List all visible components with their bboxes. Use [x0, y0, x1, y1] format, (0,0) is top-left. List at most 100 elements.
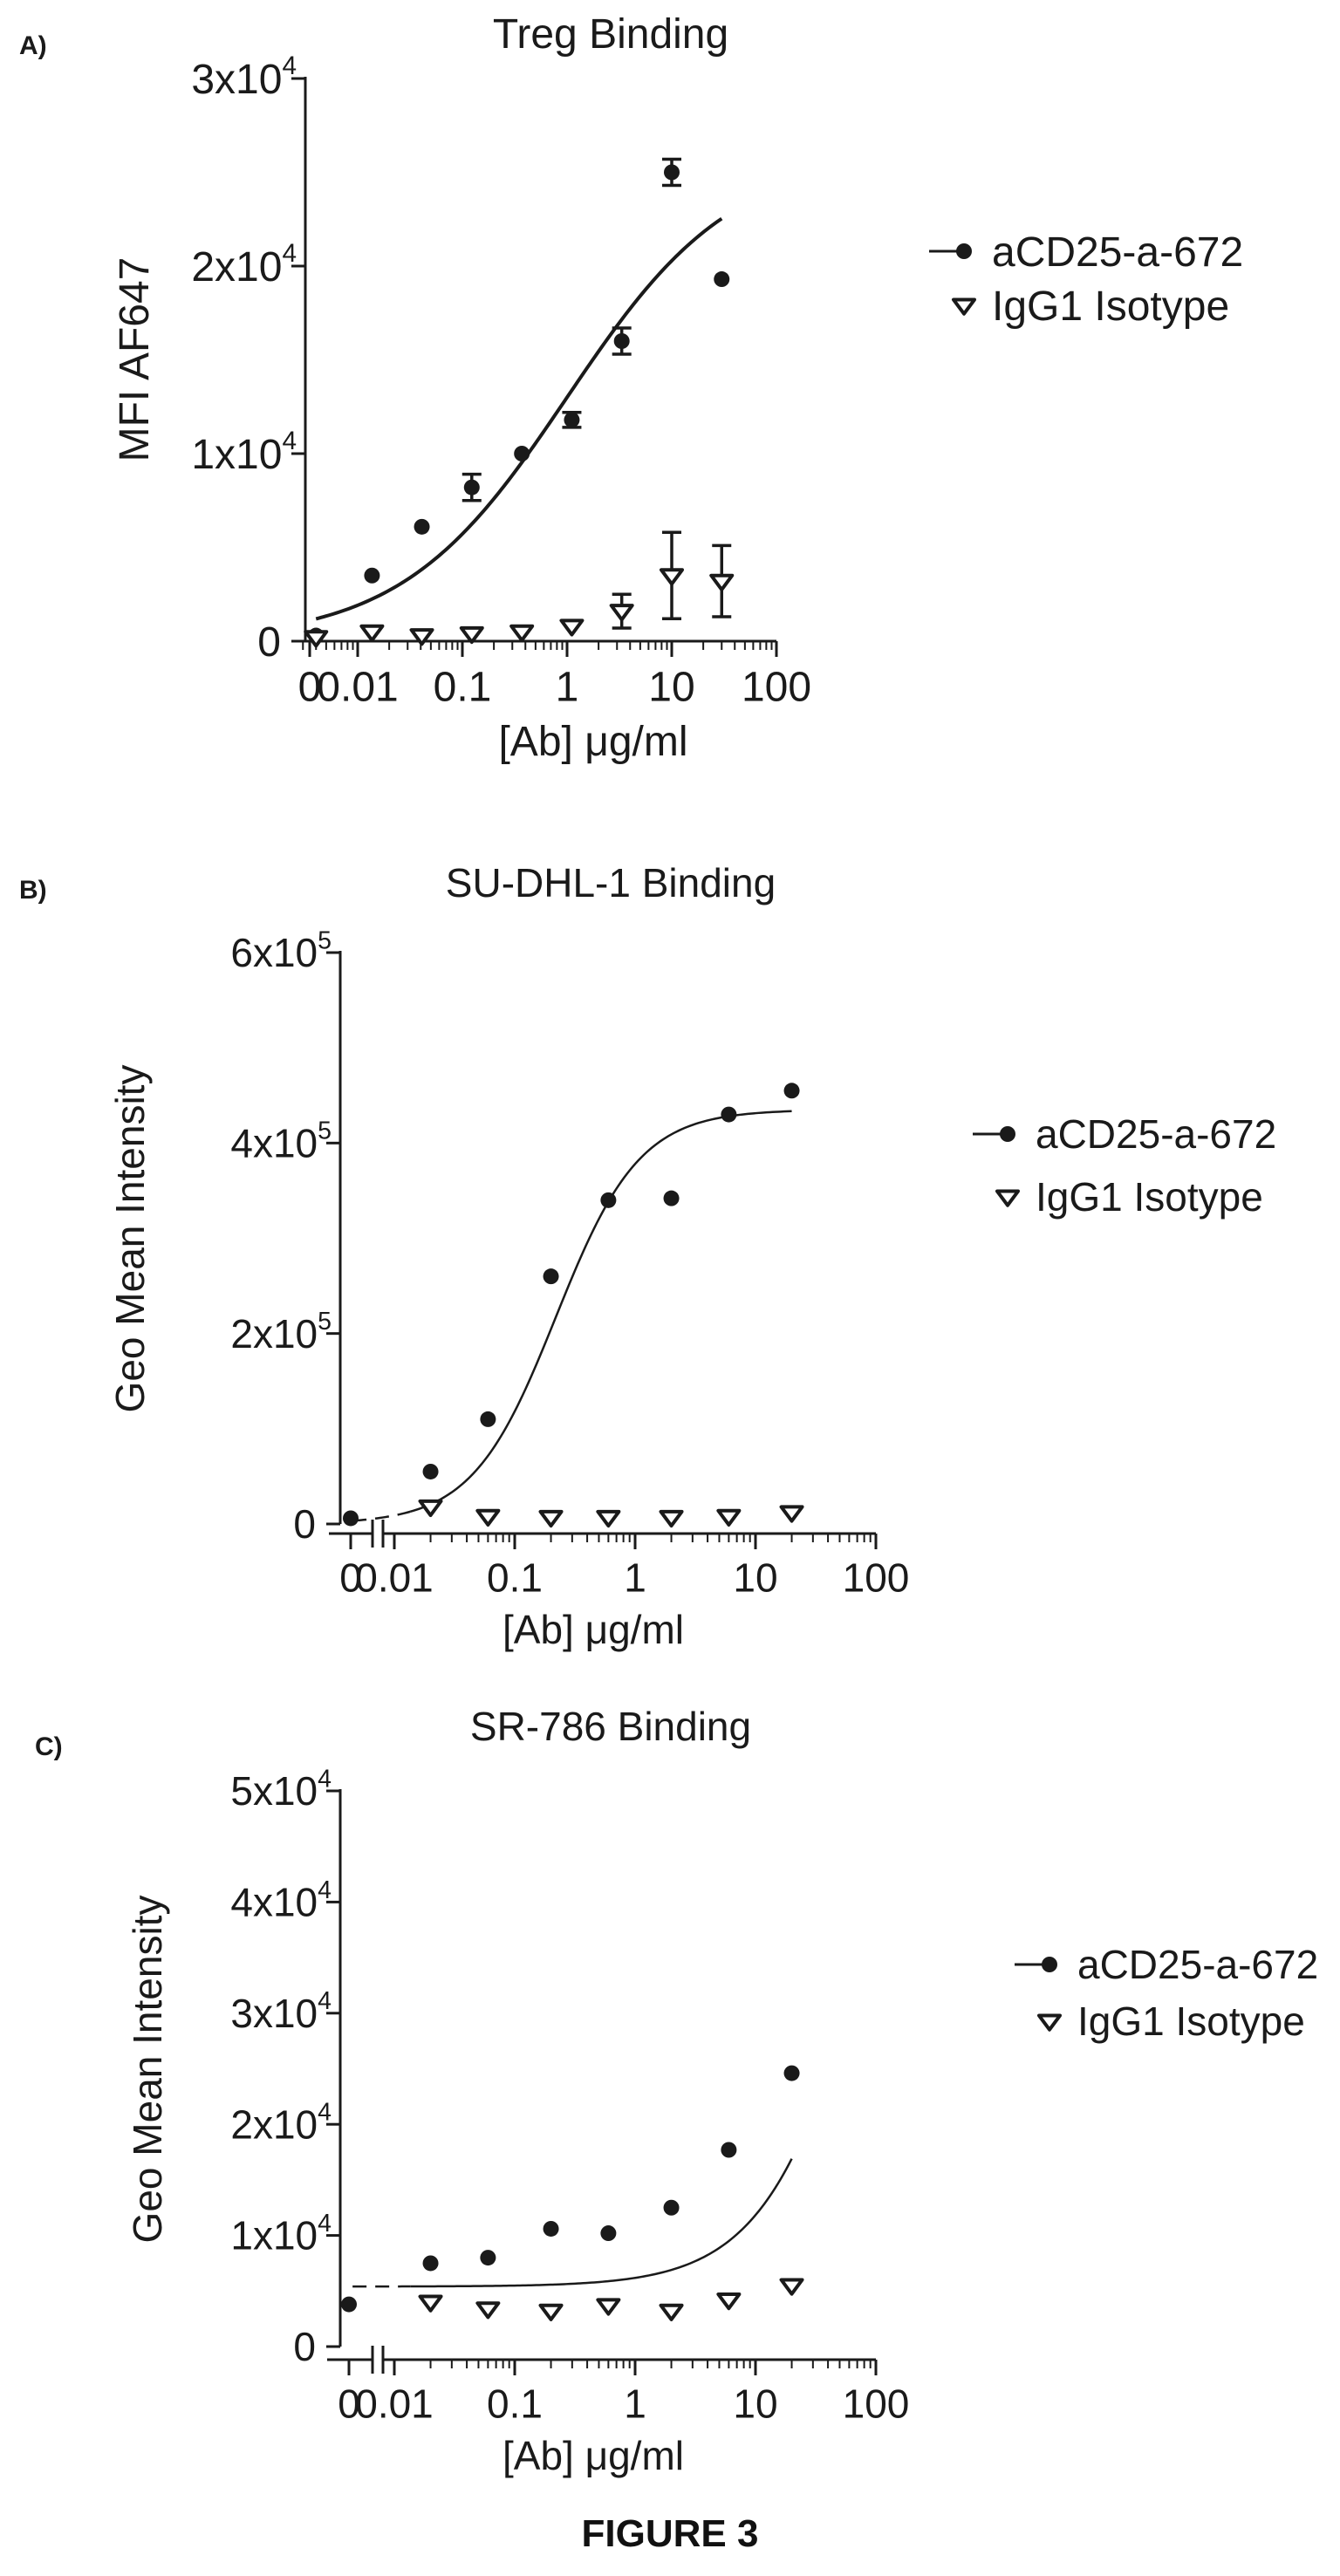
data-point-circle — [663, 2199, 680, 2216]
legend-label: IgG1 Isotype — [992, 284, 1229, 330]
fit-curve — [315, 216, 723, 621]
data-point-circle — [543, 2220, 559, 2237]
y-tick-label: 5x104 — [230, 1765, 332, 1814]
panel-c: C) SR-786 Binding 0 1x104 2x104 3x104 4x104 5x1… — [35, 1704, 1318, 2478]
data-point-triangle — [596, 2298, 621, 2316]
data-point-circle — [364, 567, 380, 584]
x-tick-label: 0.01 — [355, 2381, 434, 2426]
data-point-circle — [721, 2142, 737, 2158]
y-axis-label: Geo Mean Intensity — [125, 1896, 170, 2244]
data-point-triangle — [304, 630, 329, 648]
data-point-circle — [613, 333, 630, 349]
x-tick-label: 10 — [733, 2381, 777, 2426]
data-point-circle — [480, 2250, 496, 2266]
chart-title: Treg Binding — [493, 11, 728, 58]
data-point-triangle — [418, 1499, 443, 1518]
data-point-triangle — [359, 624, 385, 642]
x-axis-label: [Ab] μg/ml — [498, 719, 687, 765]
data-point-triangle — [596, 1509, 621, 1528]
data-point-triangle — [779, 2278, 804, 2296]
y-tick-label: 1x104 — [191, 427, 297, 478]
data-point-triangle — [609, 604, 634, 622]
data-point-triangle — [475, 1508, 501, 1527]
chart-title: SU-DHL-1 Binding — [446, 860, 776, 905]
y-tick-label: 2x105 — [230, 1308, 332, 1356]
x-tick-label: 0 — [298, 664, 322, 710]
x-tick-label: 1 — [624, 1554, 646, 1600]
x-axis-label: [Ab] μg/ml — [502, 2433, 684, 2478]
x-tick-label: 0.1 — [487, 2381, 543, 2426]
legend-label: aCD25-a-672 — [1036, 1111, 1276, 1157]
y-tick-label: 3x104 — [191, 51, 297, 103]
data-point-circle — [663, 1190, 680, 1206]
figure-label: FIGURE 3 — [581, 2512, 759, 2555]
legend-marker-triangle — [995, 1189, 1020, 1207]
y-axis-label: MFI AF647 — [112, 257, 158, 462]
legend-marker-circle — [1042, 1957, 1057, 1972]
legend-marker-triangle — [952, 297, 976, 316]
data-point-triangle — [418, 2294, 443, 2313]
data-point-triangle — [709, 573, 735, 591]
data-point-triangle — [659, 1509, 684, 1528]
data-point-circle — [600, 2225, 617, 2242]
y-tick-label: 0 — [257, 619, 281, 666]
data-point-triangle — [779, 1505, 804, 1523]
y-axis-label: Geo Mean Intensity — [107, 1065, 153, 1413]
y-tick-label: 4x104 — [230, 1876, 332, 1925]
data-point-circle — [341, 2296, 357, 2313]
legend-label: aCD25-a-672 — [992, 229, 1243, 276]
legend-marker-circle — [1000, 1126, 1015, 1142]
x-tick-label: 0.1 — [434, 664, 492, 710]
x-tick-label: 0.01 — [317, 664, 398, 710]
x-tick-label: 100 — [843, 1554, 910, 1600]
y-tick-label: 6x105 — [230, 926, 332, 975]
x-axis-label: [Ab] μg/ml — [502, 1607, 684, 1652]
y-tick-label: 4x105 — [230, 1117, 332, 1166]
data-point-triangle — [509, 624, 535, 642]
y-tick-label: 2x104 — [230, 2099, 332, 2148]
panel-a: A) Treg Binding 0 1x104 2x104 3x104 MFI AF647 0… — [0, 0, 1340, 829]
data-point-triangle — [475, 2301, 501, 2320]
data-point-circle — [463, 479, 480, 495]
legend-label: IgG1 Isotype — [1077, 1999, 1305, 2044]
data-point-circle — [783, 1083, 800, 1099]
data-point-triangle — [409, 628, 434, 646]
chart-treg-binding: A) Treg Binding 0 1x104 2x104 3x104 MFI AF647 0… — [19, 11, 1243, 765]
data-point-triangle — [559, 618, 585, 637]
data-point-circle — [422, 1463, 439, 1479]
data-point-circle — [480, 1411, 496, 1427]
x-tick-label: 0.01 — [355, 1554, 434, 1600]
data-point-circle — [783, 2065, 800, 2081]
fit-curve-dashed — [352, 1510, 411, 1522]
x-tick-label: 1 — [624, 2381, 646, 2426]
data-point-circle — [422, 2255, 439, 2272]
fit-curve — [410, 2158, 793, 2288]
data-point-circle — [714, 271, 730, 288]
y-tick-label: 3x104 — [230, 1987, 332, 2036]
panel-label: B) — [19, 876, 47, 905]
x-tick-label: 1 — [556, 664, 579, 710]
panel-b: B) SU-DHL-1 Binding 0 2x105 4x105 6x105 Geo Me… — [19, 860, 1276, 1652]
y-tick-label: 2x104 — [191, 239, 297, 290]
chart-sudhl1-binding: B) SU-DHL-1 Binding 0 2x105 4x105 6x105 Geo Me… — [19, 860, 1276, 1652]
legend-marker-circle — [956, 243, 972, 259]
x-tick-label: 0.1 — [487, 1554, 543, 1600]
x-tick-label: 100 — [742, 664, 811, 710]
data-point-triangle — [538, 1509, 564, 1528]
x-tick-label: 100 — [843, 2381, 910, 2426]
data-point-triangle — [716, 1508, 742, 1527]
data-point-circle — [414, 518, 430, 535]
data-point-circle — [543, 1268, 559, 1285]
chart-title: SR-786 Binding — [470, 1704, 751, 1749]
y-tick-label: 0 — [293, 2324, 316, 2369]
legend-label: aCD25-a-672 — [1077, 1942, 1318, 1987]
data-point-triangle — [716, 2292, 742, 2311]
y-tick-label: 1x104 — [230, 2210, 332, 2258]
y-tick-label: 0 — [293, 1501, 316, 1547]
legend-label: IgG1 Isotype — [1036, 1174, 1263, 1220]
data-point-circle — [721, 1106, 737, 1123]
data-point-triangle — [459, 625, 484, 645]
data-point-circle — [664, 164, 680, 181]
data-point-circle — [514, 446, 530, 461]
